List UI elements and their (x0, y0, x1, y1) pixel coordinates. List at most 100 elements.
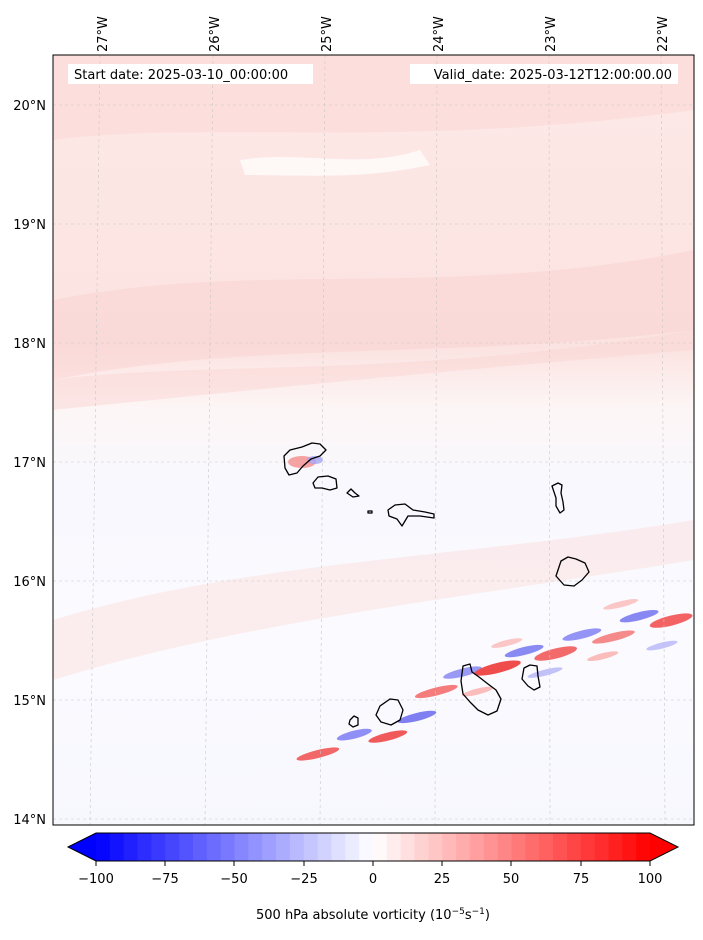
colorbar-swatch (442, 833, 457, 861)
lon-tick-labels: 27°W 26°W 25°W 24°W 23°W 22°W (96, 16, 671, 52)
colorbar-ticks (95, 861, 651, 866)
colorbar-swatch (553, 833, 568, 861)
colorbar-swatch (151, 833, 166, 861)
colorbar-tick-label: 75 (573, 872, 590, 887)
colorbar-label-sup1: −5 (452, 907, 465, 917)
colorbar-swatch (276, 833, 291, 861)
map-background (53, 55, 694, 825)
vort-streak (462, 686, 494, 697)
colorbar-swatches (96, 833, 651, 861)
island-boa-vista (555, 556, 590, 587)
colorbar-swatch (165, 833, 180, 861)
colorbar-swatch (262, 833, 277, 861)
colorbar-swatch (608, 833, 623, 861)
colorbar-swatch (303, 833, 319, 861)
colorbar-swatch (525, 833, 540, 861)
lon-tick-label: 23°W (544, 16, 559, 52)
vort-patch-light (240, 150, 430, 176)
meridian-26w (204, 55, 214, 825)
lon-tick-label: 22°W (656, 16, 671, 52)
colorbar-swatch (636, 833, 651, 861)
coastlines (283, 442, 590, 728)
colorbar-tick-label: 100 (638, 872, 663, 887)
colorbar-swatch (359, 833, 374, 861)
colorbar-swatch (511, 833, 526, 861)
colorbar-swatch (234, 833, 249, 861)
colorbar: −100 −75 −50 −25 0 25 50 75 100 500 hPa … (66, 832, 680, 923)
map-panel (53, 55, 694, 825)
colorbar-swatch (192, 833, 208, 861)
colorbar-tick-label: −100 (78, 872, 114, 887)
island-raso (367, 510, 373, 514)
island-santo-antao (283, 442, 327, 476)
lat-tick-label: 20°N (13, 99, 46, 114)
colorbar-swatch (386, 833, 402, 861)
colorbar-min-extend (68, 833, 96, 861)
colorbar-tick-label: −50 (220, 872, 247, 887)
colorbar-max-extend (650, 833, 678, 861)
island-sao-vicente (312, 475, 338, 491)
vort-streak (534, 646, 578, 661)
island-maio (521, 664, 541, 691)
island-fogo (375, 698, 404, 726)
colorbar-swatch (373, 833, 388, 861)
colorbar-swatch (594, 833, 610, 861)
lat-tick-label: 17°N (13, 456, 46, 471)
vort-streak (336, 728, 372, 741)
vort-streak (296, 747, 340, 761)
meridian-25w (319, 55, 326, 825)
meridian-27w (89, 55, 101, 825)
map-frame (52, 54, 695, 826)
start-date-label: Start date: 2025-03-10_00:00:00 (74, 68, 288, 83)
lat-tick-label: 18°N (13, 337, 46, 352)
colorbar-label-sup2: −1 (472, 907, 485, 917)
colorbar-swatch (248, 833, 263, 861)
lat-tick-label: 15°N (13, 694, 46, 709)
vort-streak (587, 651, 619, 662)
vort-streak (592, 630, 635, 644)
vort-streak (562, 628, 602, 641)
colorbar-tick-label: −25 (290, 872, 317, 887)
island-brava (348, 715, 359, 728)
vort-streak (504, 644, 544, 658)
vort-band-edge (53, 330, 694, 410)
island-santa-luzia (346, 488, 360, 498)
colorbar-swatch (414, 833, 429, 861)
annotation-valid-box (410, 64, 678, 84)
valid-date-label: Valid_date: 2025-03-12T12:00:00.00 (434, 68, 672, 83)
colorbar-swatch (580, 833, 596, 861)
colorbar-swatch (428, 833, 443, 861)
lat-tick-label: 16°N (13, 575, 46, 590)
colorbar-swatch (400, 833, 416, 861)
colorbar-tick-label: −75 (151, 872, 178, 887)
colorbar-swatch (483, 833, 499, 861)
vort-streak (646, 640, 678, 651)
colorbar-tick-labels: −100 −75 −50 −25 0 25 50 75 100 (78, 872, 662, 887)
island-sal (551, 482, 565, 514)
colorbar-swatch (456, 833, 471, 861)
lon-tick-label: 27°W (96, 16, 111, 52)
colorbar-swatch (317, 833, 333, 861)
meridian-22w (660, 55, 666, 825)
vort-streak (414, 684, 458, 699)
island-santiago (460, 663, 502, 716)
meridian-23w (548, 55, 551, 825)
lat-tick-labels: 20°N 19°N 18°N 17°N 16°N 15°N 14°N (13, 99, 46, 828)
colorbar-tick-label: 0 (369, 872, 377, 887)
annotation-start: Start date: 2025-03-10_00:00:00 (68, 64, 313, 84)
meridian-24w (434, 55, 438, 825)
colorbar-swatch (206, 833, 222, 861)
colorbar-label-main: 500 hPa absolute vorticity (10 (256, 908, 452, 923)
annotation-start-box (68, 64, 313, 84)
lon-tick-label: 25°W (320, 16, 335, 52)
colorbar-tick-label: 50 (503, 872, 520, 887)
vort-band-mid (53, 250, 694, 380)
annotation-valid: Valid_date: 2025-03-12T12:00:00.00 (410, 64, 678, 84)
colorbar-swatch (289, 833, 305, 861)
colorbar-swatch (469, 833, 485, 861)
colorbar-swatch (622, 833, 637, 861)
graticule (53, 55, 694, 825)
vort-streak (619, 609, 659, 623)
